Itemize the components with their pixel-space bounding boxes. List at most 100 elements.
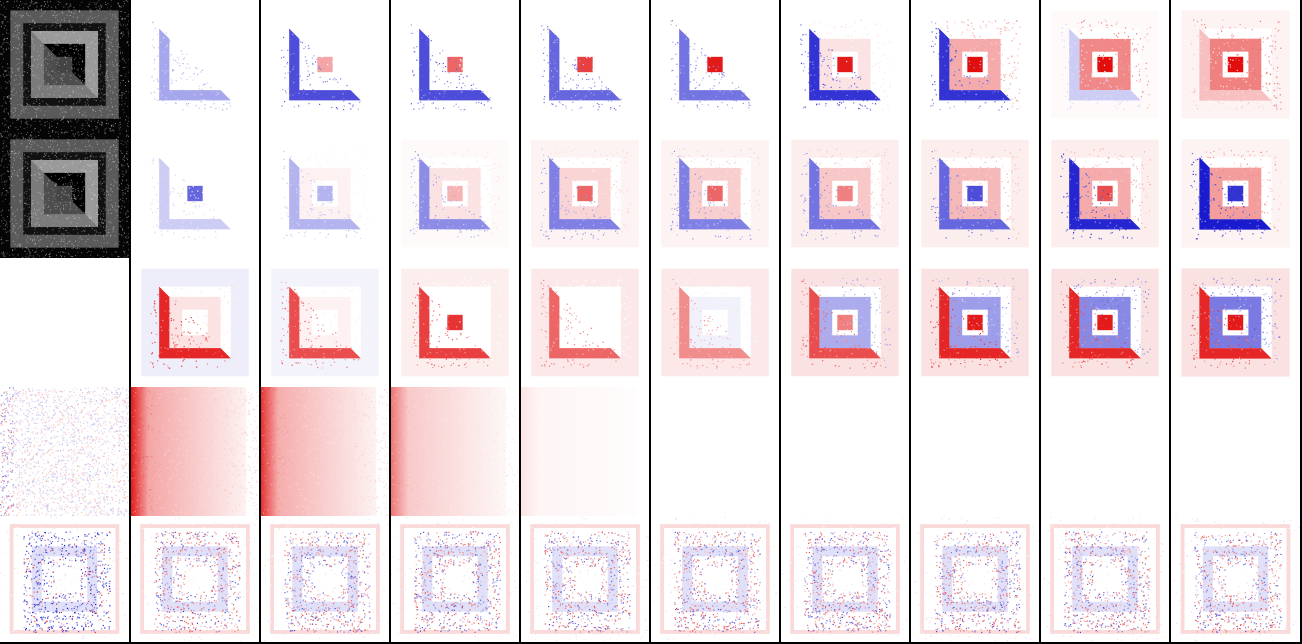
tile-r2-c2 xyxy=(131,129,259,258)
tile-image-r1-c10 xyxy=(1181,10,1290,119)
tile-r1-c1 xyxy=(0,0,129,129)
tile-r2-c5 xyxy=(521,129,649,258)
tile-r4-c4 xyxy=(391,387,519,516)
tile-image-r2-c6 xyxy=(661,139,769,248)
tile-image-r5-c6 xyxy=(651,516,779,642)
tile-image-r3-c10 xyxy=(1181,268,1290,377)
tile-r2-c1 xyxy=(0,129,129,258)
tile-r5-c9 xyxy=(1041,516,1169,642)
tile-image-r1-c7 xyxy=(791,10,899,119)
tile-r5-c8 xyxy=(911,516,1039,642)
tile-image-r4-c2 xyxy=(131,387,259,516)
tile-r5-c10 xyxy=(1171,516,1300,642)
tile-image-r4-c5 xyxy=(521,387,649,516)
tile-r1-c10 xyxy=(1171,0,1300,129)
tile-r2-c8 xyxy=(911,129,1039,258)
tile-image-r1-c8 xyxy=(921,10,1029,119)
tile-image-r4-c3 xyxy=(261,387,389,516)
tile-image-r3-c2 xyxy=(141,268,249,377)
tile-image-r4-c1 xyxy=(0,387,129,516)
tile-image-r5-c9 xyxy=(1041,516,1169,642)
tile-r1-c4 xyxy=(391,0,519,129)
tile-r1-c3 xyxy=(261,0,389,129)
tile-r5-c2 xyxy=(131,516,259,642)
tile-image-r1-c1 xyxy=(0,0,129,129)
tile-image-r1-c2 xyxy=(141,10,249,119)
tile-image-r1-c6 xyxy=(661,10,769,119)
tile-r2-c10 xyxy=(1171,129,1300,258)
tile-r4-c2 xyxy=(131,387,259,516)
tile-r3-c6 xyxy=(651,258,779,387)
tile-image-r3-c5 xyxy=(531,268,639,377)
tile-r4-c5 xyxy=(521,387,649,516)
tile-r1-c7 xyxy=(781,0,909,129)
tile-image-r5-c10 xyxy=(1171,516,1300,642)
tile-r3-c7 xyxy=(781,258,909,387)
tile-r1-c6 xyxy=(651,0,779,129)
tile-image-r3-c9 xyxy=(1051,268,1159,377)
tile-image-r1-c9 xyxy=(1051,10,1159,119)
tile-image-r4-c8 xyxy=(911,387,1039,516)
tile-r3-c2 xyxy=(131,258,259,387)
tile-image-r3-c4 xyxy=(401,268,509,377)
tile-image-r2-c8 xyxy=(921,139,1029,248)
tile-image-r5-c2 xyxy=(131,516,259,642)
tile-image-r4-c9 xyxy=(1041,387,1169,516)
tile-r3-c9 xyxy=(1041,258,1169,387)
tile-image-r4-c10 xyxy=(1171,387,1300,516)
tile-image-r2-c2 xyxy=(141,139,249,248)
tile-r4-c1 xyxy=(0,387,129,516)
tile-r3-c8 xyxy=(911,258,1039,387)
tile-r3-c5 xyxy=(521,258,649,387)
tile-r4-c10 xyxy=(1171,387,1300,516)
tile-image-r3-c3 xyxy=(271,268,379,377)
tile-r2-c7 xyxy=(781,129,909,258)
tile-r3-c10 xyxy=(1171,258,1300,387)
tile-r4-c6 xyxy=(651,387,779,516)
tile-r5-c4 xyxy=(391,516,519,642)
tile-r3-c4 xyxy=(391,258,519,387)
tile-r2-c4 xyxy=(391,129,519,258)
tile-r4-c8 xyxy=(911,387,1039,516)
tile-r2-c3 xyxy=(261,129,389,258)
tile-r3-c3 xyxy=(261,258,389,387)
tile-image-r3-c1 xyxy=(0,258,129,387)
tile-r1-c2 xyxy=(131,0,259,129)
tile-r5-c1 xyxy=(0,516,129,642)
tile-r2-c6 xyxy=(651,129,779,258)
tile-r5-c5 xyxy=(521,516,649,642)
tile-image-r5-c4 xyxy=(391,516,519,642)
tile-image-r1-c3 xyxy=(271,10,379,119)
tile-r5-c7 xyxy=(781,516,909,642)
tile-r5-c3 xyxy=(261,516,389,642)
tile-image-r2-c10 xyxy=(1181,139,1290,248)
tile-r4-c3 xyxy=(261,387,389,516)
tile-image-r4-c6 xyxy=(651,387,779,516)
tile-r1-c8 xyxy=(911,0,1039,129)
tile-image-r5-c3 xyxy=(262,516,389,642)
tile-r5-c6 xyxy=(651,516,779,642)
tile-image-r2-c7 xyxy=(791,139,899,248)
tile-image-r3-c8 xyxy=(921,268,1029,377)
tile-r1-c9 xyxy=(1041,0,1169,129)
tile-image-r5-c8 xyxy=(911,516,1039,642)
tile-image-r2-c9 xyxy=(1051,139,1159,248)
tile-r4-c9 xyxy=(1041,387,1169,516)
tile-image-r5-c7 xyxy=(781,516,909,642)
tile-image-r3-c7 xyxy=(791,268,899,377)
tile-image-r1-c5 xyxy=(531,10,639,119)
tile-r1-c5 xyxy=(521,0,649,129)
tile-image-r1-c4 xyxy=(401,10,509,119)
tile-image-r3-c6 xyxy=(661,268,769,377)
tile-image-r2-c3 xyxy=(271,139,379,248)
tile-image-r2-c1 xyxy=(0,129,129,258)
tile-image-r4-c4 xyxy=(391,387,519,516)
tile-r4-c7 xyxy=(781,387,909,516)
tile-image-r5-c1 xyxy=(0,516,129,642)
tile-image-r2-c5 xyxy=(531,139,639,248)
tile-image-r5-c5 xyxy=(522,516,649,642)
tile-r3-c1 xyxy=(0,258,129,387)
tile-r2-c9 xyxy=(1041,129,1169,258)
tile-image-r4-c7 xyxy=(781,387,909,516)
